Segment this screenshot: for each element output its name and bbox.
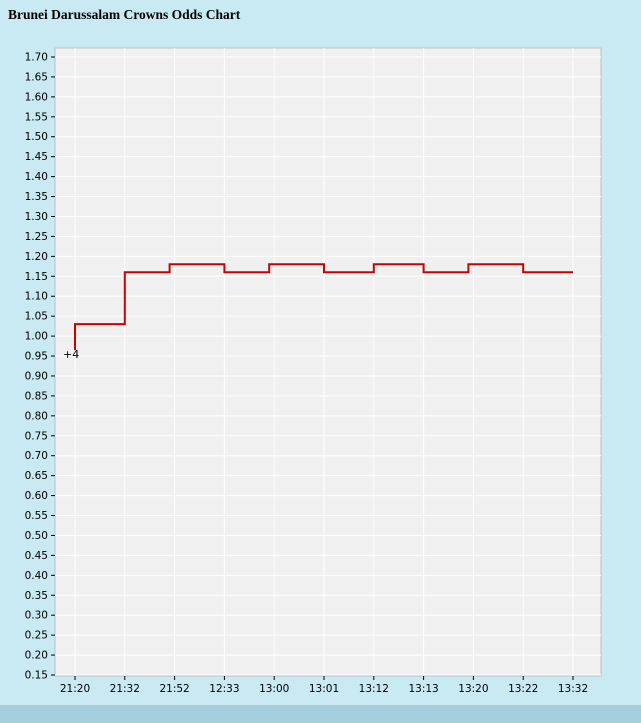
y-tick-label: 1.05 xyxy=(25,311,48,323)
y-tick-label: 1.00 xyxy=(25,331,48,343)
y-tick-label: 1.25 xyxy=(25,231,48,243)
y-tick-label: 1.50 xyxy=(25,131,48,143)
x-tick-label: 13:01 xyxy=(309,683,339,695)
x-tick-label: 13:12 xyxy=(359,683,389,695)
x-tick-label: 21:32 xyxy=(110,683,140,695)
x-tick-label: 13:22 xyxy=(508,683,538,695)
y-tick-label: 1.20 xyxy=(25,251,48,263)
chart-title: Brunei Darussalam Crowns Odds Chart xyxy=(8,7,241,22)
y-tick-label: 0.80 xyxy=(25,410,48,422)
y-tick-label: 1.60 xyxy=(25,91,48,103)
x-tick-label: 21:52 xyxy=(159,683,189,695)
x-tick-label: 21:20 xyxy=(60,683,90,695)
plot-area xyxy=(54,47,602,677)
y-tick-label: 0.15 xyxy=(25,670,48,682)
y-tick-label: 0.35 xyxy=(25,590,48,602)
y-tick-label: 0.85 xyxy=(25,390,48,402)
x-tick-label: 12:33 xyxy=(209,683,239,695)
x-tick-label: 13:00 xyxy=(259,683,289,695)
y-tick-label: 1.45 xyxy=(25,151,48,163)
y-tick-label: 1.35 xyxy=(25,191,48,203)
y-tick-label: 0.70 xyxy=(25,450,48,462)
y-tick-label: 1.65 xyxy=(25,71,48,83)
x-tick-label: 13:20 xyxy=(458,683,488,695)
y-tick-label: 0.65 xyxy=(25,470,48,482)
y-tick-label: 1.40 xyxy=(25,171,48,183)
y-tick-label: 1.70 xyxy=(25,52,48,64)
y-tick-label: 0.30 xyxy=(25,610,48,622)
y-tick-label: 0.40 xyxy=(25,570,48,582)
odds-line xyxy=(74,263,573,351)
y-tick-label: 0.50 xyxy=(25,530,48,542)
y-tick-label: 1.15 xyxy=(25,271,48,283)
y-tick-label: 1.55 xyxy=(25,111,48,123)
y-tick-label: 0.95 xyxy=(25,351,48,363)
y-tick-label: 0.45 xyxy=(25,550,48,562)
y-tick-label: 0.20 xyxy=(25,650,48,662)
y-tick-label: 0.25 xyxy=(25,630,48,642)
y-tick-label: 0.60 xyxy=(25,490,48,502)
y-tick-label: 0.55 xyxy=(25,510,48,522)
y-tick-label: 1.10 xyxy=(25,291,48,303)
y-tick-label: 1.30 xyxy=(25,211,48,223)
y-tick-label: 0.90 xyxy=(25,370,48,382)
x-tick-label: 13:32 xyxy=(558,683,588,695)
y-tick-label: 0.75 xyxy=(25,430,48,442)
x-tick-label: 13:13 xyxy=(408,683,438,695)
annotation-label: +4 xyxy=(63,348,79,361)
footer-strip xyxy=(0,705,641,723)
